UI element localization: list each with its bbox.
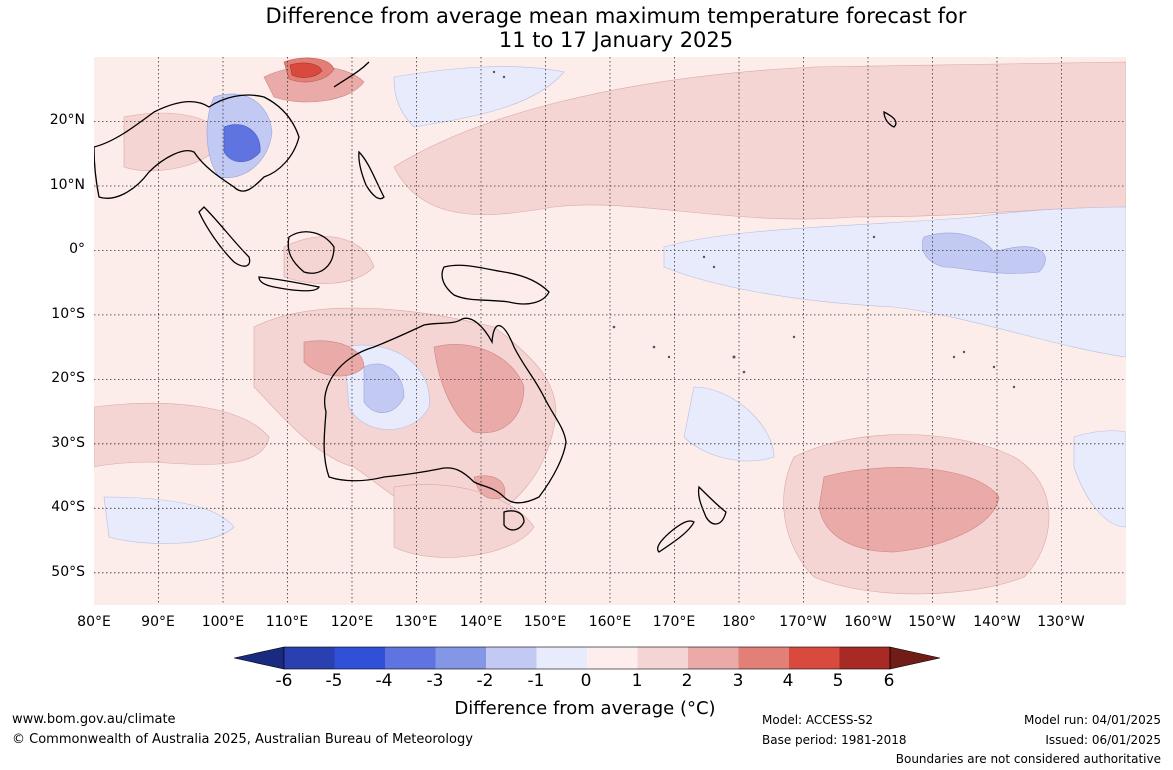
footer-copyright: © Commonwealth of Australia 2025, Austra… [12, 732, 473, 747]
legend-tick-3: 3 [732, 671, 744, 691]
legend-tick-4: 4 [782, 671, 794, 691]
legend-tick-2: 2 [681, 671, 693, 691]
lon-label-80e: 80°E [77, 614, 111, 630]
lon-label-130e: 130°E [394, 614, 438, 630]
borneo-coast [287, 231, 335, 274]
lon-label-140e: 140°E [459, 614, 503, 630]
lat-label-10n: 10°N [49, 177, 85, 193]
colorbar-arrow-low [234, 646, 285, 670]
footer-website: www.bom.gov.au/climate [12, 712, 176, 727]
colorbar-swatch [738, 647, 790, 669]
lon-label-100e: 100°E [201, 614, 245, 630]
colorbar-swatch [385, 647, 436, 669]
lat-label-0: 0° [69, 241, 85, 257]
footer-model-run: Model run: 04/01/2025 [1023, 713, 1161, 727]
lat-label-50s: 50°S [51, 564, 85, 580]
colorbar-arrow-high [889, 646, 940, 670]
colorbar-swatches [234, 646, 940, 670]
legend-tick-1: 1 [631, 671, 643, 691]
title-line-2: 11 to 17 January 2025 [498, 28, 734, 52]
legend-tick-m5: -5 [325, 671, 343, 691]
colorbar-swatch [486, 647, 537, 669]
lon-label-110e: 110°E [265, 614, 309, 630]
lat-label-40s: 40°S [51, 499, 85, 515]
colorbar-swatch [284, 647, 335, 669]
lat-label-10s: 10°S [51, 306, 85, 322]
lon-label-150w: 150°W [908, 614, 956, 630]
legend-tick-0: 0 [580, 671, 592, 691]
new-guinea-coast [441, 264, 550, 305]
colorbar-swatch [435, 647, 487, 669]
lon-label-160w: 160°W [844, 614, 892, 630]
lon-label-140w: 140°W [973, 614, 1021, 630]
lon-label-130w: 130°W [1037, 614, 1085, 630]
footer-boundaries-note: Boundaries are not considered authoritat… [895, 752, 1161, 766]
map-svg [94, 57, 1126, 605]
graticule [94, 57, 1126, 605]
new-zealand-north-coast [697, 485, 727, 525]
new-zealand-south-coast [657, 520, 695, 553]
mainland-asia-coast [94, 94, 300, 199]
legend-tick-m3: -3 [426, 671, 444, 691]
colorbar-swatch [536, 647, 588, 669]
map-title: Difference from average mean maximum tem… [0, 4, 1173, 52]
hawaii-coast [883, 110, 897, 128]
sumatra-coast [198, 206, 251, 267]
lon-label-160e: 160°E [588, 614, 632, 630]
forecast-map [94, 57, 1126, 605]
coastlines [94, 61, 897, 553]
lon-label-150e: 150°E [523, 614, 567, 630]
lat-label-20n: 20°N [49, 112, 85, 128]
lat-label-30s: 30°S [51, 435, 85, 451]
colorbar-swatch [334, 647, 386, 669]
legend-tick-m1: -1 [527, 671, 545, 691]
colorbar-swatch [587, 647, 638, 669]
java-coast [258, 276, 320, 292]
lon-label-170w: 170°W [779, 614, 827, 630]
legend-tick-5: 5 [832, 671, 844, 691]
footer-issued: Issued: 06/01/2025 [1045, 733, 1161, 747]
pacific-islands [492, 70, 1016, 389]
title-line-1: Difference from average mean maximum tem… [265, 4, 967, 28]
lat-label-20s: 20°S [51, 370, 85, 386]
legend-caption: Difference from average (°C) [454, 698, 716, 719]
anomaly-cool-medium [206, 93, 1046, 413]
colorbar-border [283, 646, 891, 670]
australia-coast [323, 317, 567, 504]
lon-label-180: 180° [722, 614, 756, 630]
colorbar-swatch [839, 647, 891, 669]
tasmania-coast [503, 510, 525, 531]
legend-tick-m6: -6 [275, 671, 293, 691]
lon-label-90e: 90°E [141, 614, 175, 630]
philippines-coast [358, 150, 385, 200]
anomaly-warm-strong [283, 57, 335, 83]
colorbar-swatch [637, 647, 689, 669]
footer-base-period: Base period: 1981-2018 [762, 733, 907, 747]
lon-label-120e: 120°E [330, 614, 374, 630]
legend-tick-m4: -4 [375, 671, 393, 691]
colorbar-swatch [688, 647, 739, 669]
legend-tick-6: 6 [883, 671, 895, 691]
footer-model: Model: ACCESS-S2 [762, 713, 874, 727]
legend-colorbar [234, 646, 940, 670]
legend-tick-m2: -2 [476, 671, 494, 691]
asia-northeast-coast [333, 61, 370, 88]
lon-label-170e: 170°E [652, 614, 696, 630]
colorbar-swatch [789, 647, 840, 669]
